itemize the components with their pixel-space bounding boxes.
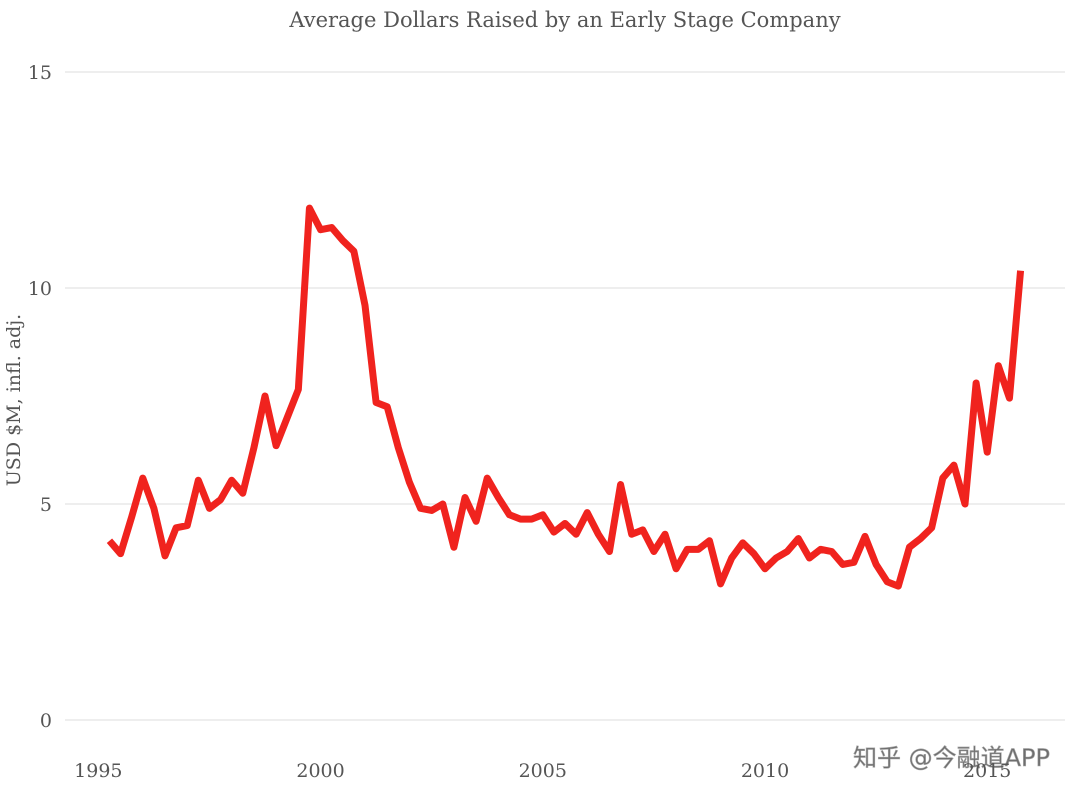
y-tick-label: 10 xyxy=(28,278,52,300)
x-tick-label: 2005 xyxy=(519,760,567,782)
x-tick-label: 1995 xyxy=(74,760,122,782)
y-tick-label: 0 xyxy=(40,710,52,732)
watermark: 知乎 @今融道APP xyxy=(853,744,1050,772)
y-tick-label: 5 xyxy=(40,494,52,516)
chart-title: Average Dollars Raised by an Early Stage… xyxy=(288,8,840,32)
line-series xyxy=(106,204,1025,590)
x-tick-label: 2010 xyxy=(741,760,789,782)
x-tick-label: 2000 xyxy=(296,760,344,782)
y-axis-label: USD $M, infl. adj. xyxy=(3,314,25,486)
y-tick-label: 15 xyxy=(28,62,52,84)
x-tick-label: 2015 xyxy=(963,760,1011,782)
